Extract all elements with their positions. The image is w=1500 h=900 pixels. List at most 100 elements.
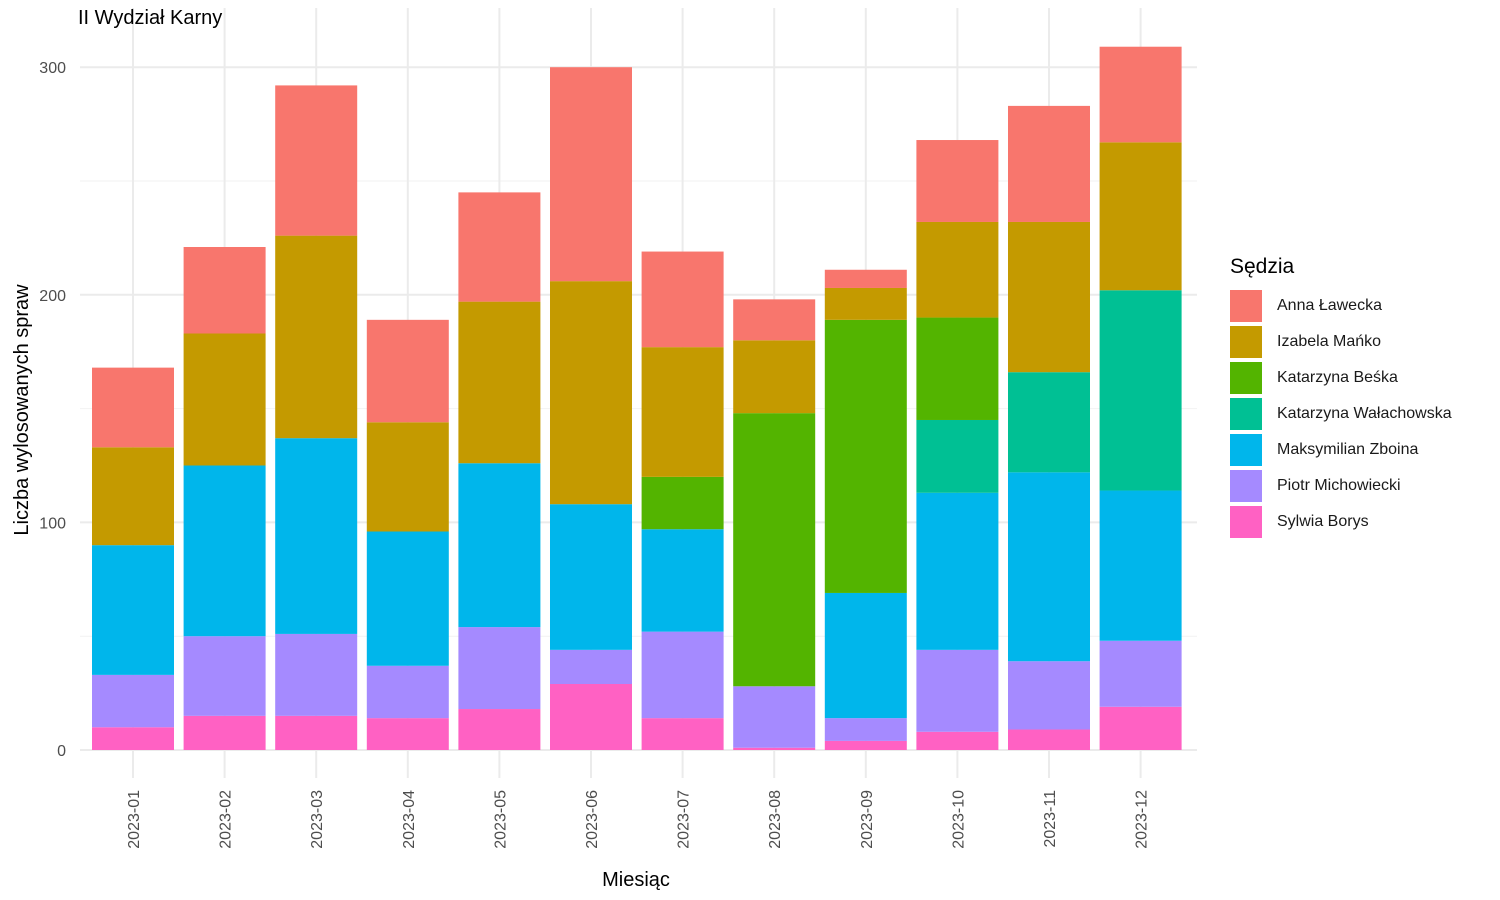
y-tick-label: 0 — [57, 743, 66, 760]
bar-segment — [916, 140, 999, 222]
bar-segment — [1008, 105, 1090, 222]
bar-segment — [733, 413, 816, 687]
bar-segment — [733, 340, 816, 414]
bar-segment — [183, 247, 266, 334]
legend-label: Anna Ławecka — [1277, 297, 1382, 314]
legend-item: Izabela Mańko — [1230, 324, 1452, 360]
bar-segment — [916, 317, 999, 420]
x-tick-label: 2023-12 — [1134, 790, 1151, 849]
x-tick-label: 2023-11 — [1042, 790, 1059, 848]
bar-segment — [824, 592, 907, 719]
x-tick-label: 2023-01 — [126, 790, 143, 849]
x-axis-title: Miesiąc — [602, 869, 670, 891]
bar-segment — [824, 740, 907, 750]
y-tick-label: 200 — [39, 288, 66, 305]
legend-item: Katarzyna Beśka — [1230, 360, 1452, 396]
bar-segment — [92, 367, 174, 448]
bar-segment — [641, 476, 724, 530]
legend-label: Sylwia Borys — [1277, 513, 1369, 530]
bar-segment — [733, 686, 816, 748]
bar-segment — [916, 419, 999, 493]
y-axis-title: Liczba wylosowanych spraw — [11, 284, 33, 536]
legend-label: Katarzyna Beśka — [1277, 369, 1398, 386]
bar-segment — [1008, 729, 1090, 750]
legend-swatch — [1230, 362, 1262, 394]
legend-swatch — [1230, 434, 1262, 466]
bar-segment — [641, 718, 724, 750]
bar-segment — [550, 683, 632, 750]
bar-segment — [275, 633, 358, 716]
axes: 0 100 200 300 2023-01 2023-02 2023-03 2023-04 20… — [39, 60, 1150, 849]
bar-segment — [183, 636, 266, 716]
bar-segment — [183, 715, 266, 750]
bar-segment — [1099, 640, 1182, 707]
x-tick-label: 2023-02 — [218, 790, 235, 849]
bar-segment — [916, 731, 999, 750]
bar-segment — [1099, 46, 1182, 143]
x-tick-label: 2023-03 — [309, 790, 326, 849]
x-tick-label: 2023-08 — [767, 790, 784, 849]
bar-segment — [366, 718, 449, 750]
legend-item: Piotr Michowiecki — [1230, 468, 1452, 504]
bar-segment — [641, 529, 724, 632]
legend-swatch — [1230, 290, 1262, 322]
legend-item: Sylwia Borys — [1230, 504, 1452, 540]
bar-segment — [1008, 372, 1090, 473]
legend-label: Izabela Mańko — [1277, 333, 1382, 350]
legend-item: Katarzyna Wałachowska — [1230, 396, 1452, 432]
bar-segment — [1099, 490, 1182, 641]
legend-label: Piotr Michowiecki — [1277, 477, 1401, 494]
bar-segment — [550, 504, 632, 650]
bar-segment — [275, 85, 358, 236]
legend: Sędzia Anna Ławecka Izabela Mańko Katarzyn… — [1230, 255, 1452, 540]
bar-segment — [824, 319, 907, 593]
legend-label: Katarzyna Wałachowska — [1277, 405, 1452, 422]
bar-segment — [183, 333, 266, 466]
bar-segment — [1008, 221, 1090, 373]
bar-segment — [275, 715, 358, 750]
x-tick-label: 2023-10 — [950, 790, 967, 849]
bar-segment — [1099, 290, 1182, 491]
bar-segment — [275, 235, 358, 439]
bar-segment — [92, 447, 174, 546]
legend-label: Maksymilian Zboina — [1277, 441, 1419, 458]
bar-segment — [366, 531, 449, 666]
bar-segment — [275, 438, 358, 634]
legend-title: Sędzia — [1230, 255, 1295, 278]
bar-segment — [458, 301, 541, 464]
chart-title: II Wydział Karny — [78, 7, 223, 29]
bar-segment — [458, 709, 541, 750]
bar-segment — [1008, 661, 1090, 730]
y-tick-label: 100 — [39, 515, 66, 532]
bar-segment — [550, 649, 632, 684]
bar-segment — [916, 649, 999, 732]
bar-segment — [916, 492, 999, 650]
bar-segment — [1008, 472, 1090, 662]
bar-segment — [641, 631, 724, 719]
legend-swatch — [1230, 506, 1262, 538]
x-tick-label: 2023-04 — [401, 790, 418, 849]
bar-segment — [92, 727, 174, 750]
legend-items: Anna Ławecka Izabela Mańko Katarzyna Beśka… — [1230, 288, 1452, 540]
bar-segment — [733, 299, 816, 341]
bar-segment — [824, 718, 907, 741]
bar-segment — [1099, 142, 1182, 291]
bar-segment — [366, 319, 449, 423]
legend-swatch — [1230, 398, 1262, 430]
bar-segment — [641, 347, 724, 477]
bar-segment — [183, 465, 266, 637]
bar-segment — [824, 269, 907, 288]
bar-segment — [550, 281, 632, 505]
bar-segment — [366, 422, 449, 532]
bar-segment — [92, 674, 174, 728]
bar-segment — [458, 192, 541, 302]
bar-segment — [916, 221, 999, 318]
y-tick-label: 300 — [39, 60, 66, 77]
bar-segment — [641, 251, 724, 348]
x-tick-label: 2023-09 — [859, 790, 876, 849]
legend-swatch — [1230, 326, 1262, 358]
bar-segment — [824, 287, 907, 320]
bar-segment — [550, 67, 632, 282]
